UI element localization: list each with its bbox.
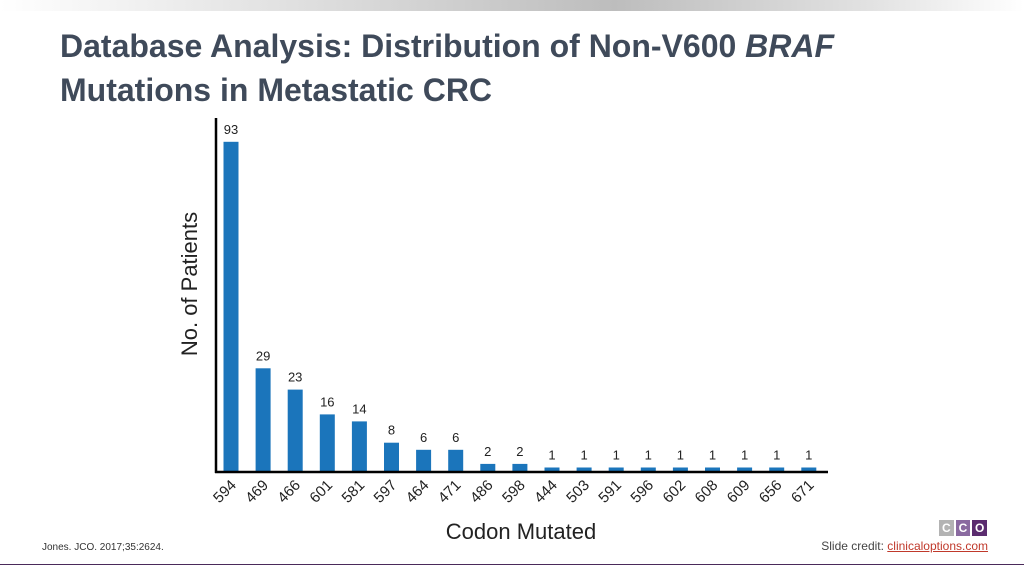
x-tick-labels-group: 594 469 466 601 581 597 464 471 486 598 444 503 591 5…: [210, 477, 818, 507]
value-label-608: 1: [709, 448, 716, 463]
x-tick-596: 596: [627, 477, 657, 507]
x-tick-601: 601: [306, 477, 336, 507]
bar-609: [737, 467, 753, 471]
citation: Jones. JCO. 2017;35:2624.: [42, 542, 164, 553]
x-tick-469: 469: [242, 477, 272, 507]
bar-598: [512, 463, 528, 471]
bar-471: [448, 449, 464, 471]
value-label-597: 8: [388, 423, 395, 438]
x-tick-609: 609: [724, 477, 754, 507]
title-gene-italic: BRAF: [745, 28, 835, 64]
bar-591: [608, 467, 624, 471]
value-label-656: 1: [773, 448, 780, 463]
value-label-601: 16: [320, 394, 334, 409]
x-tick-466: 466: [274, 477, 304, 507]
title-line-1: Database Analysis: Distribution of Non-V…: [60, 28, 746, 64]
x-tick-594: 594: [210, 477, 240, 507]
value-label-594: 93: [224, 122, 238, 137]
value-label-486: 2: [484, 444, 491, 459]
value-label-602: 1: [677, 448, 684, 463]
x-tick-597: 597: [371, 477, 401, 507]
value-label-466: 23: [288, 370, 302, 385]
value-label-471: 6: [452, 430, 459, 445]
x-tick-656: 656: [756, 477, 786, 507]
x-tick-598: 598: [499, 477, 529, 507]
bar-594: [223, 141, 239, 472]
logo-letter-2: C: [955, 520, 971, 536]
value-label-591: 1: [613, 448, 620, 463]
bar-597: [384, 442, 399, 471]
bar-466: [287, 389, 303, 471]
x-tick-602: 602: [660, 477, 690, 507]
bar-581: [351, 421, 367, 471]
value-labels-group: 93 29 23 16 14 8 6 6 2 2 1 1 1 1 1 1 1 1 1: [224, 122, 813, 463]
x-tick-503: 503: [563, 477, 593, 507]
value-label-503: 1: [580, 448, 587, 463]
x-tick-471: 471: [435, 477, 465, 507]
bar-656: [769, 467, 785, 471]
top-gradient-band: [0, 0, 1024, 11]
y-axis-label: No. of Patients: [177, 212, 202, 356]
credit-label: Slide credit:: [821, 539, 888, 553]
value-label-598: 2: [516, 444, 523, 459]
x-tick-444: 444: [531, 477, 561, 507]
logo-letter-1: C: [939, 520, 954, 536]
x-axis-label: Codon Mutated: [446, 519, 596, 544]
footer-rule: [0, 564, 1024, 565]
bar-596: [640, 467, 656, 471]
value-label-464: 6: [420, 430, 427, 445]
value-label-581: 14: [352, 401, 366, 416]
bar-444: [544, 467, 560, 471]
value-label-444: 1: [548, 448, 555, 463]
bar-464: [416, 449, 432, 471]
value-label-596: 1: [645, 448, 652, 463]
bar-608: [705, 467, 720, 471]
x-tick-591: 591: [595, 477, 625, 507]
bar-469: [255, 368, 271, 471]
slide-credit: Slide credit: clinicaloptions.com: [821, 539, 988, 553]
bar-601: [319, 414, 335, 471]
bar-486: [480, 463, 496, 471]
x-tick-608: 608: [692, 477, 722, 507]
x-tick-671: 671: [788, 477, 818, 507]
bars-group: [223, 141, 817, 472]
x-tick-464: 464: [403, 477, 433, 507]
x-tick-486: 486: [467, 477, 497, 507]
bar-503: [576, 467, 592, 471]
logo-letter-3: O: [972, 520, 988, 536]
value-label-671: 1: [805, 448, 812, 463]
slide-title: Database Analysis: Distribution of Non-V…: [60, 24, 960, 112]
bar-671: [801, 467, 817, 471]
credit-link[interactable]: clinicaloptions.com: [887, 539, 988, 553]
cco-logo: C C O: [939, 520, 988, 536]
value-label-609: 1: [741, 448, 748, 463]
title-line-2: Mutations in Metastatic CRC: [60, 72, 493, 108]
x-tick-581: 581: [339, 477, 369, 507]
value-label-469: 29: [256, 348, 270, 363]
bar-602: [672, 467, 688, 471]
